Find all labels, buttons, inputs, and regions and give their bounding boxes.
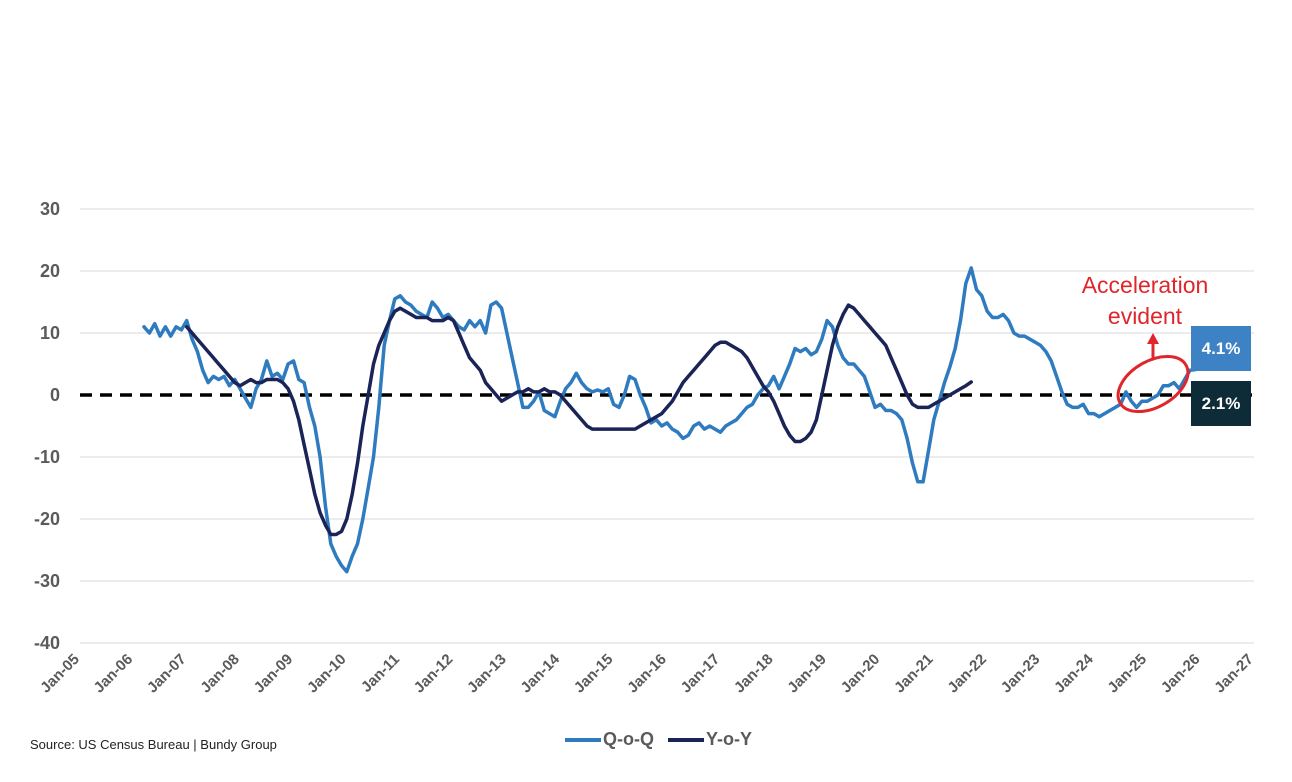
- x-tick-label: Jan-23: [998, 651, 1044, 697]
- x-tick-label: Jan-10: [304, 651, 350, 697]
- annotation-line-1: Acceleration: [1081, 272, 1209, 298]
- x-tick-label: Jan-25: [1104, 651, 1150, 697]
- legend: Q-o-Q Y-o-Y: [565, 729, 766, 750]
- annotation-marks: [1116, 333, 1190, 414]
- x-tick-label: Jan-08: [197, 651, 243, 697]
- legend-label-yoy: Y-o-Y: [706, 729, 753, 749]
- x-tick-label: Jan-06: [91, 651, 137, 697]
- gridlines: [80, 208, 1254, 644]
- y-tick-label: -10: [34, 447, 60, 467]
- legend-swatch-qoq: [565, 737, 601, 742]
- x-tick-label: Jan-16: [624, 651, 670, 697]
- annotation-ellipse: [1116, 354, 1190, 414]
- x-tick-label: Jan-19: [784, 651, 830, 697]
- y-axis-ticks: 30 20 10 0 -10 -20 -30 -40: [34, 199, 60, 653]
- annotation-line-2: evident: [1107, 303, 1183, 329]
- y-tick-label: 30: [40, 199, 60, 219]
- annotation-text: Acceleration evident: [1060, 270, 1230, 332]
- annotation-arrow-head: [1147, 333, 1159, 344]
- legend-label-qoq: Q-o-Q: [603, 729, 654, 749]
- x-tick-label: Jan-20: [838, 651, 884, 697]
- x-tick-label: Jan-14: [517, 650, 563, 696]
- x-tick-label: Jan-17: [678, 651, 724, 697]
- x-tick-label: Jan-12: [411, 651, 457, 697]
- x-tick-label: Jan-18: [731, 651, 777, 697]
- legend-swatch-yoy: [668, 737, 704, 742]
- x-tick-label: Jan-05: [37, 651, 83, 697]
- x-tick-label: Jan-21: [891, 651, 937, 697]
- x-tick-label: Jan-27: [1211, 651, 1257, 697]
- legend-item-qoq: Q-o-Q: [565, 729, 654, 750]
- y-tick-label: 20: [40, 261, 60, 281]
- x-tick-label: Jan-09: [251, 651, 297, 697]
- y-tick-label: -30: [34, 571, 60, 591]
- x-tick-label: Jan-07: [144, 651, 190, 697]
- y-tick-label: 0: [50, 385, 60, 405]
- series-lines: [142, 266, 1198, 574]
- y-tick-label: 10: [40, 323, 60, 343]
- series-line-y-o-y: [184, 303, 973, 537]
- series-line-q-o-q: [142, 266, 1198, 574]
- x-tick-label: Jan-26: [1158, 651, 1204, 697]
- y-tick-label: -20: [34, 509, 60, 529]
- legend-item-yoy: Y-o-Y: [668, 729, 752, 750]
- y-tick-label: -40: [34, 633, 60, 653]
- x-tick-label: Jan-13: [464, 651, 510, 697]
- qoq-value-badge: 4.1%: [1191, 326, 1251, 371]
- x-tick-label: Jan-24: [1051, 650, 1097, 696]
- yoy-value-badge: 2.1%: [1191, 381, 1251, 426]
- x-tick-label: Jan-22: [944, 651, 990, 697]
- x-tick-label: Jan-15: [571, 651, 617, 697]
- source-note: Source: US Census Bureau | Bundy Group: [30, 737, 277, 752]
- x-axis-ticks: Jan-05 Jan-06 Jan-07 Jan-08 Jan-09 Jan-10 Jan-…: [37, 650, 1257, 696]
- x-tick-label: Jan-11: [358, 651, 403, 696]
